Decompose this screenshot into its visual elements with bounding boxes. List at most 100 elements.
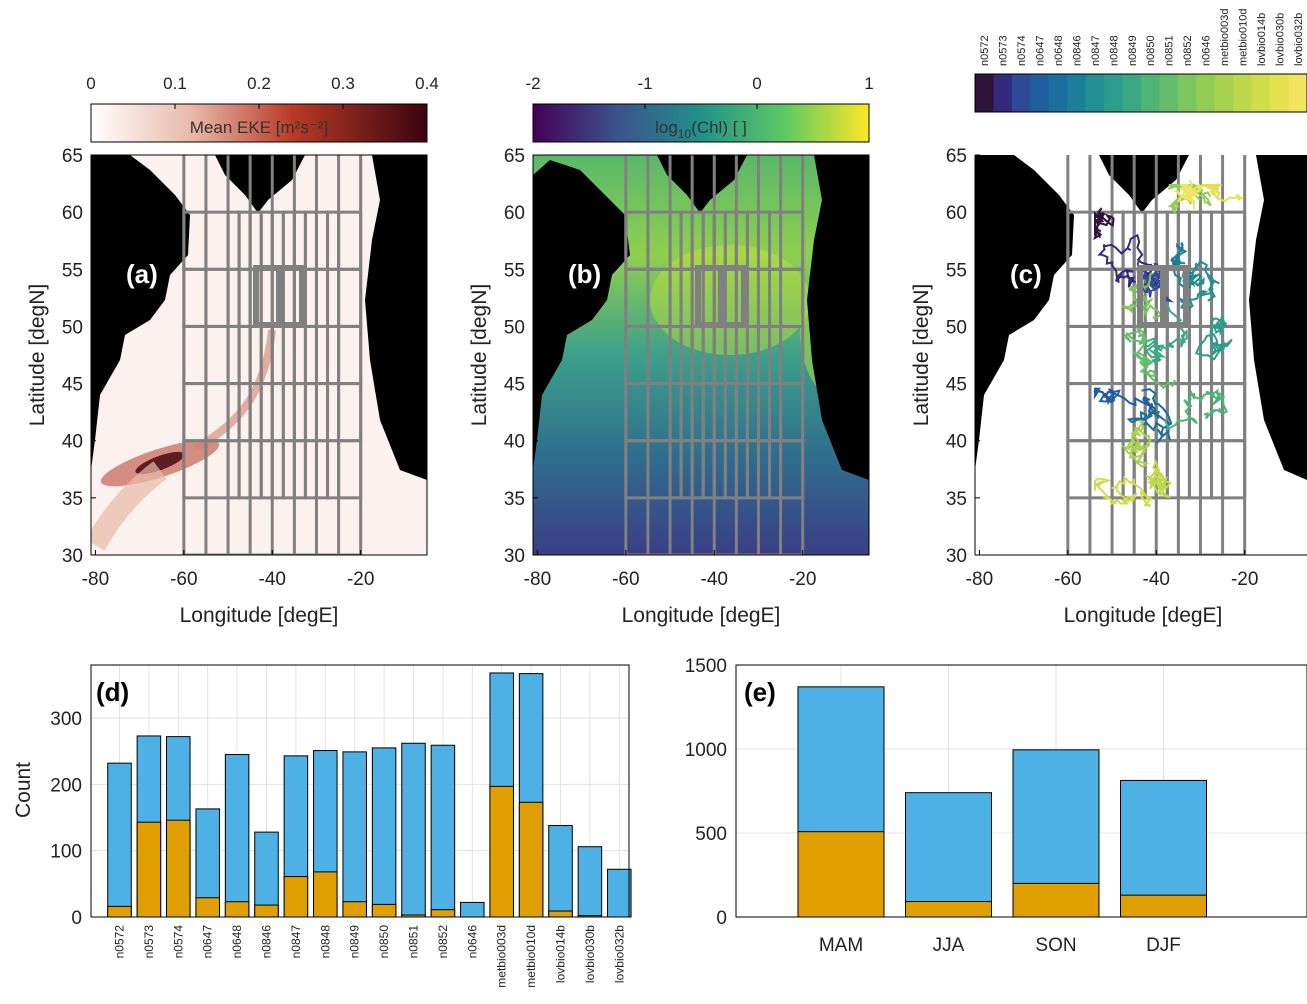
colorbar-tick-label: 0.2 (247, 74, 271, 93)
panel-b-ylabel: Latitude [degN] (468, 284, 491, 426)
panel-e-frame (735, 664, 1307, 918)
bar-total-lovbio030b (577, 846, 603, 918)
x-tick-label: metbio003d (495, 925, 509, 988)
y-tick-label: 30 (504, 546, 525, 567)
bar-total-n0849 (342, 751, 367, 918)
x-tick-label: MAM (819, 935, 863, 956)
y-tick-label: 45 (62, 375, 83, 396)
bar-part-metbio010d (518, 801, 544, 918)
float-colorbar-frame (974, 73, 1307, 113)
float-color-n0648 (1048, 74, 1068, 112)
float-track (1197, 181, 1244, 203)
float-track (1145, 458, 1172, 498)
float-color-metbio010d (1233, 74, 1253, 112)
float-colorbar: n0572 n0573 n0574 n0647 n0648 n0846 n0847 n0848… (974, 9, 1307, 113)
float-track (1121, 419, 1152, 469)
y-tick-label: 500 (695, 824, 727, 845)
y-tick-label: 1000 (685, 740, 727, 761)
y-tick-label: 0 (716, 908, 727, 929)
float-track (1092, 387, 1157, 416)
x-tick-label: -60 (1054, 569, 1081, 590)
panel-d-bars (107, 672, 632, 918)
float-label: lovbio032b (1293, 13, 1305, 66)
eke-coastal-band (91, 461, 167, 551)
x-tick-label: -80 (524, 569, 551, 590)
x-tick-label: n0852 (436, 925, 450, 959)
bar-part-n0573 (136, 821, 162, 918)
bar-part-JJA (905, 901, 992, 918)
y-tick-label: 65 (946, 146, 967, 167)
float-color-n0646 (1196, 74, 1216, 112)
colorbar-eke-label: Mean EKE [m²s⁻²] (190, 118, 328, 137)
y-tick-label: 65 (62, 146, 83, 167)
x-tick-label: -40 (701, 569, 728, 590)
panel-e-ticks: 0 500 1000 1500 MAM JJA SON DJF (685, 656, 1181, 956)
y-tick-label: 1500 (685, 656, 727, 677)
colorbar-tick-label: 0.1 (163, 74, 187, 93)
panel-d-ticks: 0 100 200 300 n0572 n0573 n0574 n0647 n0648 n0846… (50, 709, 626, 988)
float-label: n0572 (979, 35, 991, 66)
panel-b-xlabel: Longitude [degE] (622, 604, 781, 627)
float-color-metbio003d (1214, 74, 1234, 112)
colorbar-tick-label: 1 (864, 74, 873, 93)
bar-total-n0572 (107, 762, 132, 918)
land-europe (807, 155, 869, 480)
y-tick-label: 65 (504, 146, 525, 167)
panel-c-xlabel: Longitude [degE] (1064, 604, 1223, 627)
x-tick-label: -40 (259, 569, 286, 590)
panel-a-ylabel: Latitude [degN] (26, 284, 49, 426)
x-tick-label: lovbio030b (583, 925, 597, 983)
float-color-n0847 (1085, 74, 1105, 112)
float-track (1175, 179, 1202, 210)
colorbar-tick-label: 0.4 (415, 74, 439, 93)
float-track (1164, 388, 1229, 430)
bar-part-DJF (1120, 894, 1207, 918)
land-greenland (215, 155, 305, 213)
land-greenland (1099, 155, 1189, 213)
x-tick-label: SON (1035, 935, 1076, 956)
y-tick-label: 30 (946, 546, 967, 567)
bar-part-metbio003d (489, 785, 514, 918)
land-north-america (975, 155, 1074, 470)
y-tick-label: 35 (946, 489, 967, 510)
x-tick-label: -80 (966, 569, 993, 590)
colorbar-chl-ticks: -2 -1 0 1 (525, 74, 874, 109)
float-color-lovbio032b (1288, 74, 1307, 112)
x-tick-label: n0849 (348, 925, 362, 959)
y-tick-label: 35 (62, 489, 83, 510)
colorbar-tick-label: 0 (86, 74, 95, 93)
panel-a-label: (a) (126, 259, 158, 289)
panel-a-eke-map: Mean EKE [m²s⁻²] 0 0.1 0.2 0.3 0.4 (a) Latit… (26, 74, 439, 627)
float-track (1126, 388, 1173, 444)
bar-part-n0846 (254, 904, 279, 918)
x-tick-label: n0851 (407, 925, 421, 959)
x-tick-label: n0646 (465, 925, 479, 959)
panel-b-label: (b) (568, 259, 601, 289)
panel-d-label: (d) (96, 677, 129, 707)
bar-part-SON (1012, 882, 1100, 918)
x-tick-label: -20 (347, 569, 374, 590)
bar-part-lovbio014b (548, 910, 573, 918)
float-label: lovbio014b (1256, 13, 1268, 66)
y-tick-label: 60 (62, 203, 83, 224)
land-north-america (91, 155, 190, 470)
float-label: n0852 (1182, 35, 1194, 66)
float-track (1094, 475, 1153, 507)
float-track (1123, 323, 1176, 390)
float-label: n0647 (1035, 35, 1047, 66)
float-color-n0851 (1159, 74, 1179, 112)
float-color-n0848 (1104, 74, 1124, 112)
x-tick-label: -40 (1143, 569, 1170, 590)
float-label: n0846 (1071, 35, 1083, 66)
y-tick-label: 40 (504, 432, 525, 453)
bar-part-n0848 (313, 871, 338, 918)
bar-total-DJF (1120, 779, 1207, 918)
colorbar-tick-label: -2 (525, 74, 540, 93)
x-tick-label: metbio010d (524, 925, 538, 988)
x-tick-label: -60 (612, 569, 639, 590)
float-label: n0646 (1201, 35, 1213, 66)
x-tick-label: n0847 (289, 925, 303, 959)
colorbar-eke (90, 103, 428, 143)
bar-total-n0648 (224, 754, 250, 918)
y-tick-label: 55 (62, 260, 83, 281)
